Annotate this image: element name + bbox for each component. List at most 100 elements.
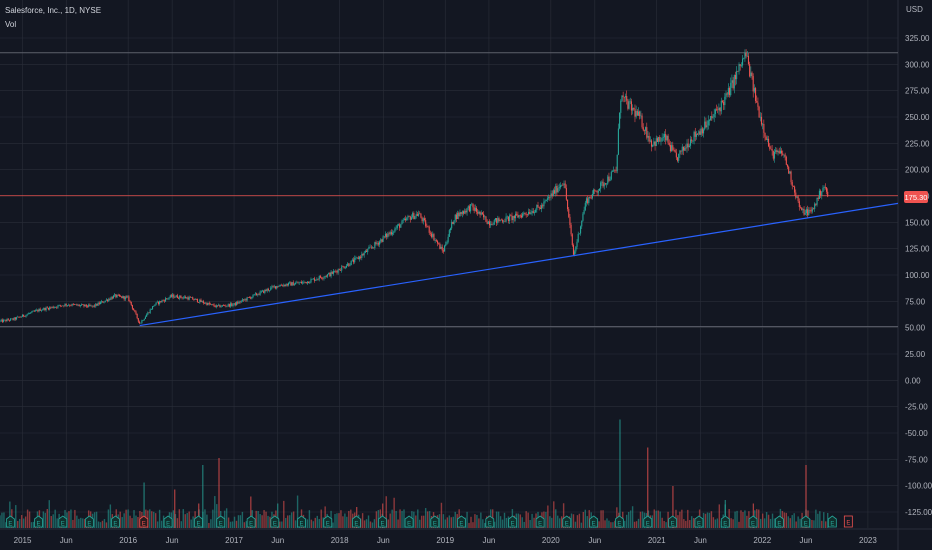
candle-body: [13, 317, 15, 320]
volume-bar: [519, 514, 521, 528]
candle-body: [388, 233, 390, 235]
earnings-marker-icon[interactable]: [194, 515, 203, 528]
candle-body: [814, 203, 816, 210]
earnings-marker-icon[interactable]: [163, 515, 173, 528]
volume-bar: [296, 495, 299, 528]
earnings-marker-icon[interactable]: [457, 515, 466, 528]
earnings-marker-icon[interactable]: [562, 515, 572, 528]
candle-body: [671, 145, 673, 152]
candle-body: [193, 299, 195, 301]
earnings-marker-icon[interactable]: [6, 515, 15, 528]
volume-bar: [730, 518, 732, 528]
candle-body: [438, 243, 440, 245]
candle-body: [574, 251, 576, 255]
volume-bar: [68, 511, 70, 528]
earnings-marker-icon[interactable]: [404, 515, 414, 528]
candle-body: [50, 307, 52, 308]
earnings-marker-letter: E: [326, 522, 330, 528]
earnings-marker-icon[interactable]: [111, 515, 120, 528]
volume-bar: [70, 509, 72, 528]
earnings-marker-icon[interactable]: [589, 515, 599, 528]
candle-body: [124, 296, 126, 300]
earnings-marker-icon[interactable]: [801, 515, 811, 528]
volume-bar: [74, 509, 76, 528]
candle-body: [0, 320, 1, 322]
volume-spike-bar: [143, 482, 145, 528]
candle-body: [759, 116, 761, 118]
earnings-marker-icon[interactable]: [430, 515, 440, 528]
candle-body: [286, 284, 288, 286]
earnings-marker-icon[interactable]: [139, 515, 149, 528]
candle-body: [705, 121, 707, 128]
candle-body: [265, 289, 267, 291]
earnings-marker-icon[interactable]: [216, 515, 226, 528]
earnings-marker-icon[interactable]: [246, 515, 256, 528]
trendline[interactable]: [139, 202, 899, 327]
volume-bar: [821, 520, 823, 528]
earnings-marker-icon[interactable]: [643, 515, 653, 528]
candle-body: [506, 216, 508, 218]
candle-body: [238, 301, 240, 304]
volume-bar: [255, 510, 257, 528]
earnings-marker-icon[interactable]: [535, 515, 545, 528]
candle-body: [396, 225, 398, 228]
earnings-marker-icon[interactable]: [378, 515, 387, 528]
earnings-marker-icon[interactable]: [270, 515, 280, 528]
candle-body: [656, 138, 658, 142]
earnings-marker-letter: E: [830, 522, 834, 528]
candle-body: [105, 299, 107, 301]
earnings-marker-icon[interactable]: [720, 515, 730, 528]
horizontal-levels[interactable]: [0, 52, 898, 328]
earnings-marker-icon[interactable]: [297, 515, 306, 528]
candle-body: [86, 306, 89, 308]
earnings-marker-icon[interactable]: [323, 515, 333, 528]
candle-body: [339, 270, 342, 271]
earnings-marker-icon[interactable]: [774, 515, 784, 528]
earnings-marker-letter: E: [592, 522, 596, 528]
volume-bar: [44, 512, 47, 528]
volume-bar: [580, 522, 583, 528]
candle-body: [491, 223, 493, 225]
candle-body: [161, 300, 163, 303]
earnings-marker-icon[interactable]: [58, 515, 68, 528]
time-axis[interactable]: 2015 Jun 2016 Jun 2017 Jun 2018 Jun 2019 Jun 2020 J…: [14, 536, 878, 545]
earnings-marker-icon[interactable]: [84, 515, 94, 528]
candle-body: [784, 154, 786, 157]
volume-bar: [9, 501, 11, 528]
candle-body: [379, 241, 381, 245]
earnings-marker-icon[interactable]: [615, 515, 624, 528]
price-axis[interactable]: 325.00 300.00 275.00 250.00 225.00 200.00 175.…: [905, 34, 932, 517]
earnings-marker-icon[interactable]: [748, 515, 758, 528]
candle-body: [330, 271, 332, 277]
candle-body: [810, 210, 812, 212]
earnings-marker-icon[interactable]: [668, 515, 678, 528]
earnings-marker-icon[interactable]: [34, 515, 43, 528]
last-price-value: 175.30: [905, 193, 928, 202]
earnings-marker-icon[interactable]: [485, 515, 495, 528]
candle-body: [259, 291, 261, 295]
candle-body: [494, 218, 496, 221]
candle-body: [621, 95, 623, 101]
x-tick-label: Jun: [588, 536, 601, 545]
x-tick-label: Jun: [271, 536, 284, 545]
candle-body: [509, 215, 511, 221]
candle-body: [714, 109, 716, 115]
earnings-marker-icon[interactable]: [827, 515, 837, 528]
trendline-group[interactable]: [139, 202, 899, 327]
candle-body: [386, 233, 388, 238]
candle-body: [323, 277, 325, 279]
candle-body: [570, 224, 572, 235]
upcoming-earnings-marker-icon[interactable]: [843, 515, 853, 528]
candle-body: [479, 211, 481, 215]
earnings-marker-icon[interactable]: [694, 515, 704, 528]
candle-body: [629, 101, 631, 103]
y-tick-label: 200.00: [905, 166, 930, 175]
earnings-marker-icon[interactable]: [508, 515, 518, 528]
earnings-marker-icon[interactable]: [352, 515, 361, 528]
candle-body: [501, 220, 504, 222]
candle-body: [681, 146, 683, 152]
candle-body: [357, 257, 359, 260]
candle-body: [762, 123, 764, 125]
